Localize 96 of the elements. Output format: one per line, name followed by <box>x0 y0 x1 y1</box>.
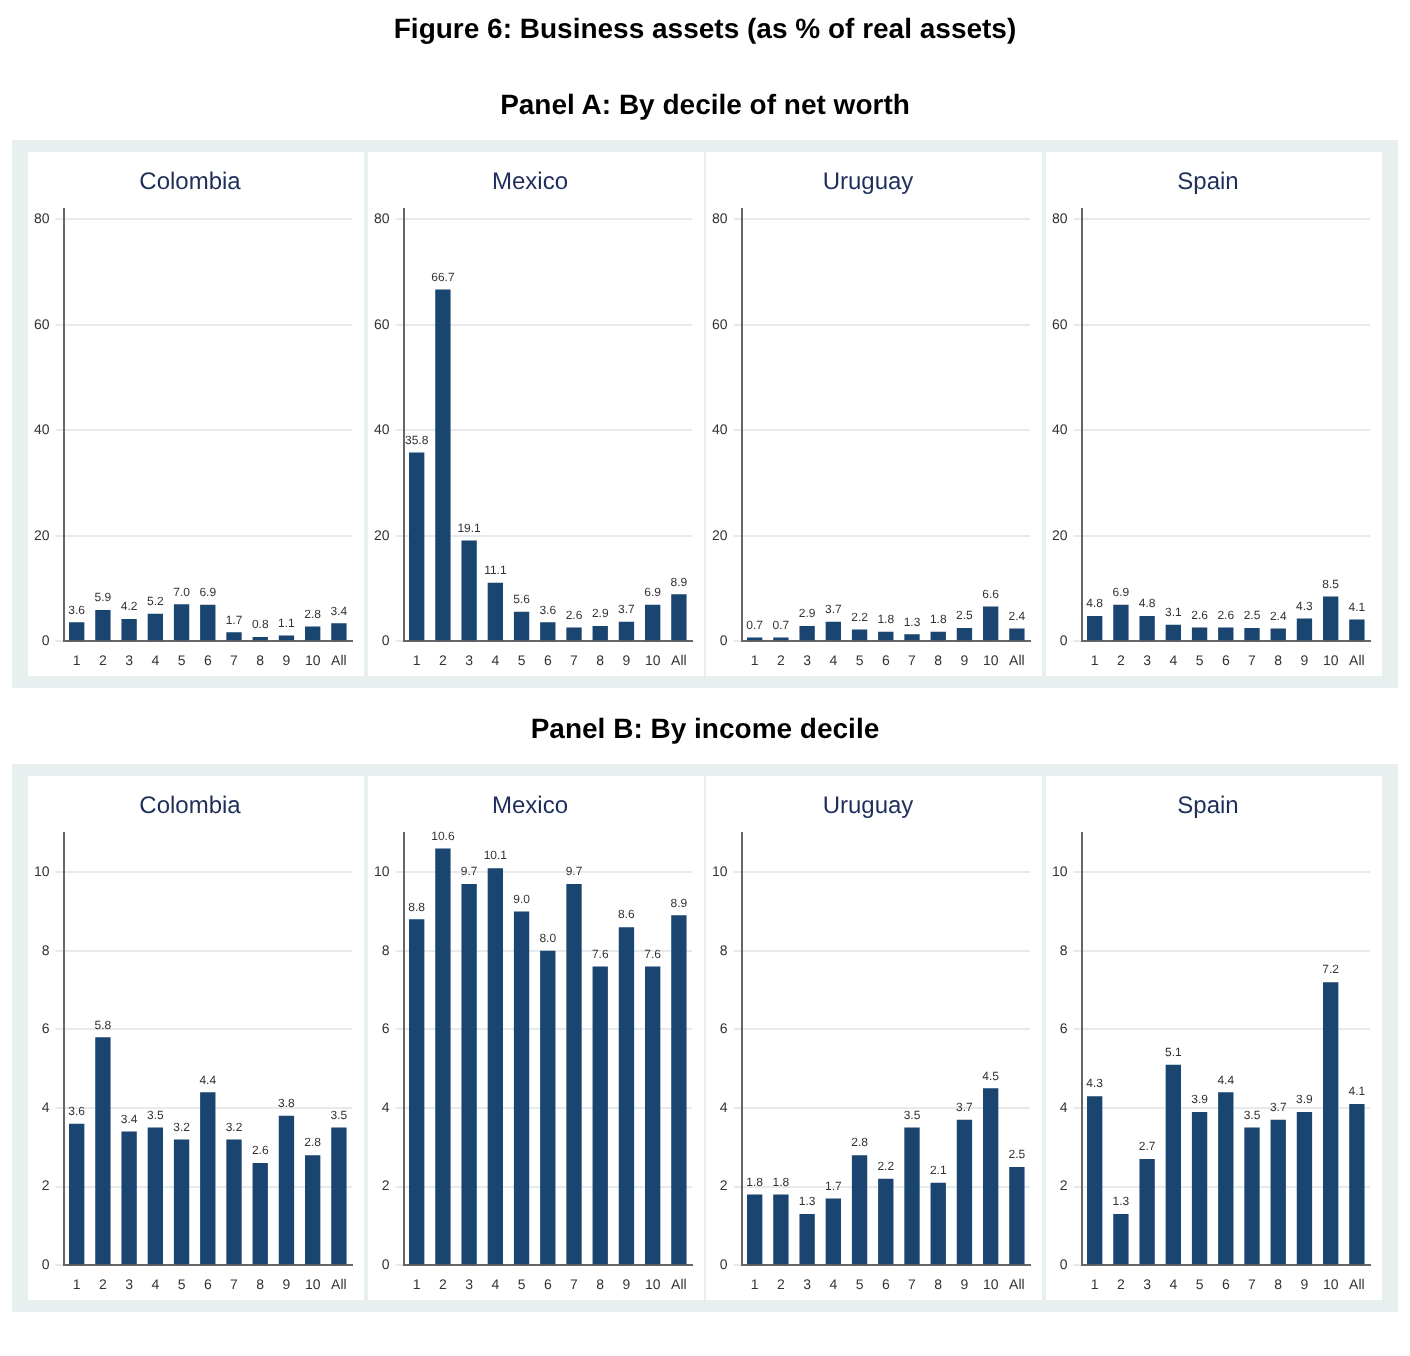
bar <box>486 582 503 641</box>
bar <box>408 919 424 1265</box>
bar <box>226 1139 242 1265</box>
bar <box>1086 615 1103 641</box>
bar <box>670 594 686 641</box>
bar <box>957 1119 973 1265</box>
bar <box>670 915 686 1265</box>
bar <box>1139 615 1155 641</box>
chart-title: Colombia <box>139 791 242 820</box>
chart-title: Uruguay <box>823 167 914 196</box>
bar <box>1113 604 1129 641</box>
chart-title: Uruguay <box>823 791 914 820</box>
bar <box>95 1037 111 1265</box>
bar <box>565 627 581 641</box>
bar <box>644 604 660 641</box>
bar <box>800 625 816 641</box>
bar <box>278 635 295 641</box>
bar <box>931 1182 947 1265</box>
bar <box>252 1163 268 1265</box>
bar <box>1244 628 1260 641</box>
bar <box>1322 596 1339 641</box>
bar <box>173 604 190 641</box>
bar <box>539 622 555 641</box>
bar <box>852 1155 868 1265</box>
bar <box>1165 1064 1181 1265</box>
bar <box>278 1115 295 1265</box>
chart-title: Spain <box>1177 167 1239 196</box>
bar <box>121 1131 137 1265</box>
bar <box>226 632 242 641</box>
bar <box>460 883 477 1265</box>
bar <box>1270 1119 1286 1265</box>
bar <box>173 1139 190 1265</box>
chart-title: Spain <box>1177 791 1239 820</box>
bar <box>434 289 450 641</box>
bar <box>305 1155 321 1265</box>
bar <box>931 631 947 641</box>
bar <box>331 1127 347 1265</box>
bar <box>826 621 842 641</box>
bar <box>747 1194 763 1265</box>
bar <box>904 1127 921 1265</box>
bar <box>539 950 555 1265</box>
bar <box>1322 982 1339 1265</box>
bar <box>95 610 111 641</box>
bar <box>904 634 921 641</box>
bar <box>1218 1092 1234 1265</box>
bar <box>565 883 581 1265</box>
bar <box>434 848 450 1265</box>
bar <box>1086 1096 1103 1265</box>
bar <box>1296 1111 1313 1265</box>
bar <box>1349 619 1365 641</box>
chart-title: Colombia <box>139 167 242 196</box>
bar <box>826 1198 842 1265</box>
bar <box>878 631 895 641</box>
bar <box>1270 628 1286 641</box>
bar <box>618 621 634 641</box>
text: Panel A: By decile of net worth <box>498 86 912 124</box>
text: Panel B: By income decile <box>528 710 882 748</box>
caption: Figure 6: Business assets (as % of real assets) <box>391 10 1019 48</box>
bar <box>305 626 321 641</box>
bar <box>1009 628 1026 641</box>
bar <box>147 1127 164 1265</box>
bar <box>1165 624 1181 641</box>
bar <box>983 1088 999 1265</box>
bar <box>200 1092 216 1265</box>
bar <box>486 868 503 1265</box>
bar <box>331 623 347 641</box>
bar <box>408 452 424 641</box>
bar <box>1139 1159 1155 1265</box>
bar <box>800 1214 816 1265</box>
bar <box>878 1178 895 1265</box>
bar <box>147 613 164 641</box>
bar <box>460 540 477 641</box>
bar <box>1244 1127 1260 1265</box>
bar <box>1009 1166 1026 1265</box>
bar <box>1218 627 1234 641</box>
bar <box>1296 618 1313 641</box>
bar <box>591 966 608 1265</box>
bar <box>1113 1214 1129 1265</box>
bar <box>513 911 529 1265</box>
bar <box>957 628 973 641</box>
bar <box>1349 1104 1365 1265</box>
bar <box>69 1123 85 1265</box>
chart-title: Mexico <box>491 167 568 196</box>
chart-title: Mexico <box>491 791 568 820</box>
bar <box>69 622 85 641</box>
bar <box>773 1194 790 1265</box>
bar <box>983 606 999 641</box>
bar <box>121 619 137 641</box>
bar <box>200 604 216 641</box>
bar <box>513 611 529 641</box>
bar <box>591 625 608 641</box>
bar <box>618 927 634 1265</box>
bar <box>644 966 660 1265</box>
bar <box>1191 1111 1208 1265</box>
bar <box>852 629 868 641</box>
bar <box>1191 627 1208 641</box>
